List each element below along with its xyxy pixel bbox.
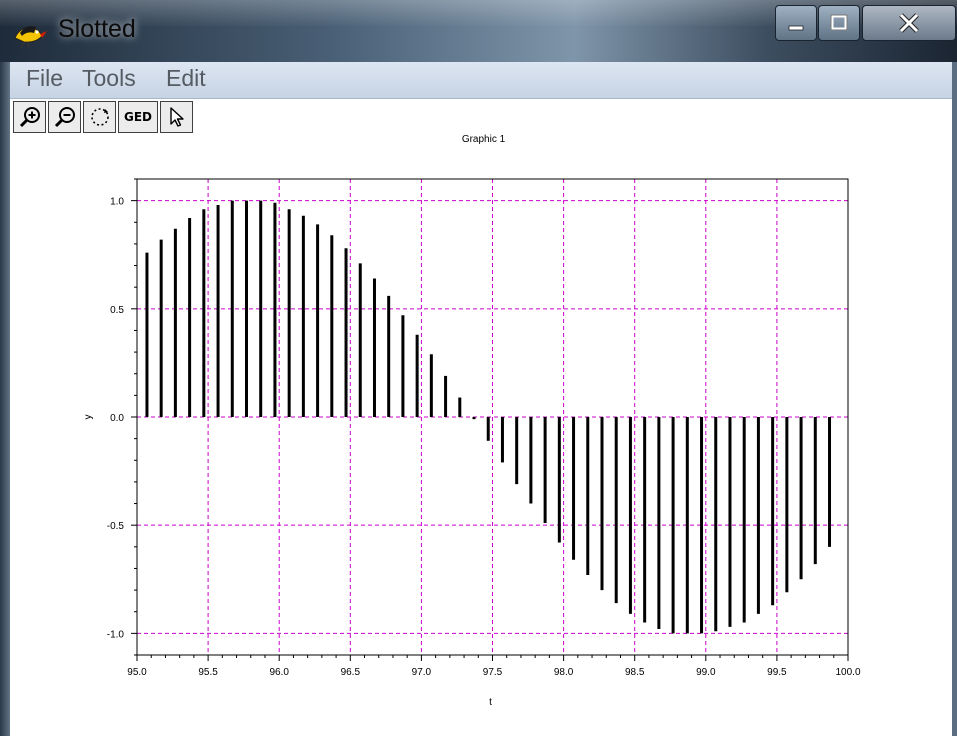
menu-tools[interactable]: Tools [82,65,136,91]
y-tick-label: 0.0 [110,413,124,424]
zoom-out-icon [54,107,75,128]
y-axis-label: y [83,415,94,420]
title-bar[interactable]: Slotted [0,0,957,62]
rotate-button[interactable] [83,101,116,133]
select-button[interactable] [160,101,193,133]
bird-app-icon [14,26,47,50]
x-axis-label: t [489,697,492,708]
x-tick-label: 96.0 [269,667,289,678]
maximize-icon [830,14,848,31]
window-title: Slotted [58,15,136,43]
chart-title: Graphic 1 [461,134,506,145]
toolbar: GED [13,101,193,135]
rotate-icon [90,108,109,126]
x-tick-label: 97.0 [412,667,432,678]
window-frame-left [0,62,10,736]
ged-button[interactable]: GED [118,101,158,133]
y-tick-label: -0.5 [107,521,125,532]
y-tick-label: 0.5 [110,305,124,316]
x-tick-label: 96.5 [341,667,361,678]
x-tick-label: 97.5 [483,667,503,678]
minimize-button[interactable] [775,5,817,41]
menu-edit[interactable]: Edit [166,65,206,91]
y-tick-label: -1.0 [107,629,125,640]
x-tick-label: 99.0 [696,667,716,678]
x-tick-label: 98.0 [554,667,574,678]
menu-file[interactable]: File [26,65,64,91]
close-icon [899,13,919,33]
menu-bar: File Tools Edit [10,62,952,99]
minimize-icon [788,25,804,31]
zoom-out-button[interactable] [48,101,81,133]
zoom-in-button[interactable] [13,101,46,133]
pointer-icon [169,107,184,127]
close-button[interactable] [862,5,956,41]
x-tick-label: 100.0 [835,667,860,678]
x-tick-label: 99.5 [767,667,787,678]
y-tick-label: 1.0 [110,197,124,208]
x-tick-label: 95.0 [127,667,147,678]
maximize-button[interactable] [818,5,860,41]
x-tick-label: 95.5 [198,667,218,678]
x-tick-label: 98.5 [625,667,645,678]
zoom-in-icon [19,107,40,128]
window-frame-right [952,62,957,736]
stem-chart: 95.0 95.5 96.0 96.5 97.0 97.5 98.0 98.5 99.0 99.5… [83,178,861,708]
